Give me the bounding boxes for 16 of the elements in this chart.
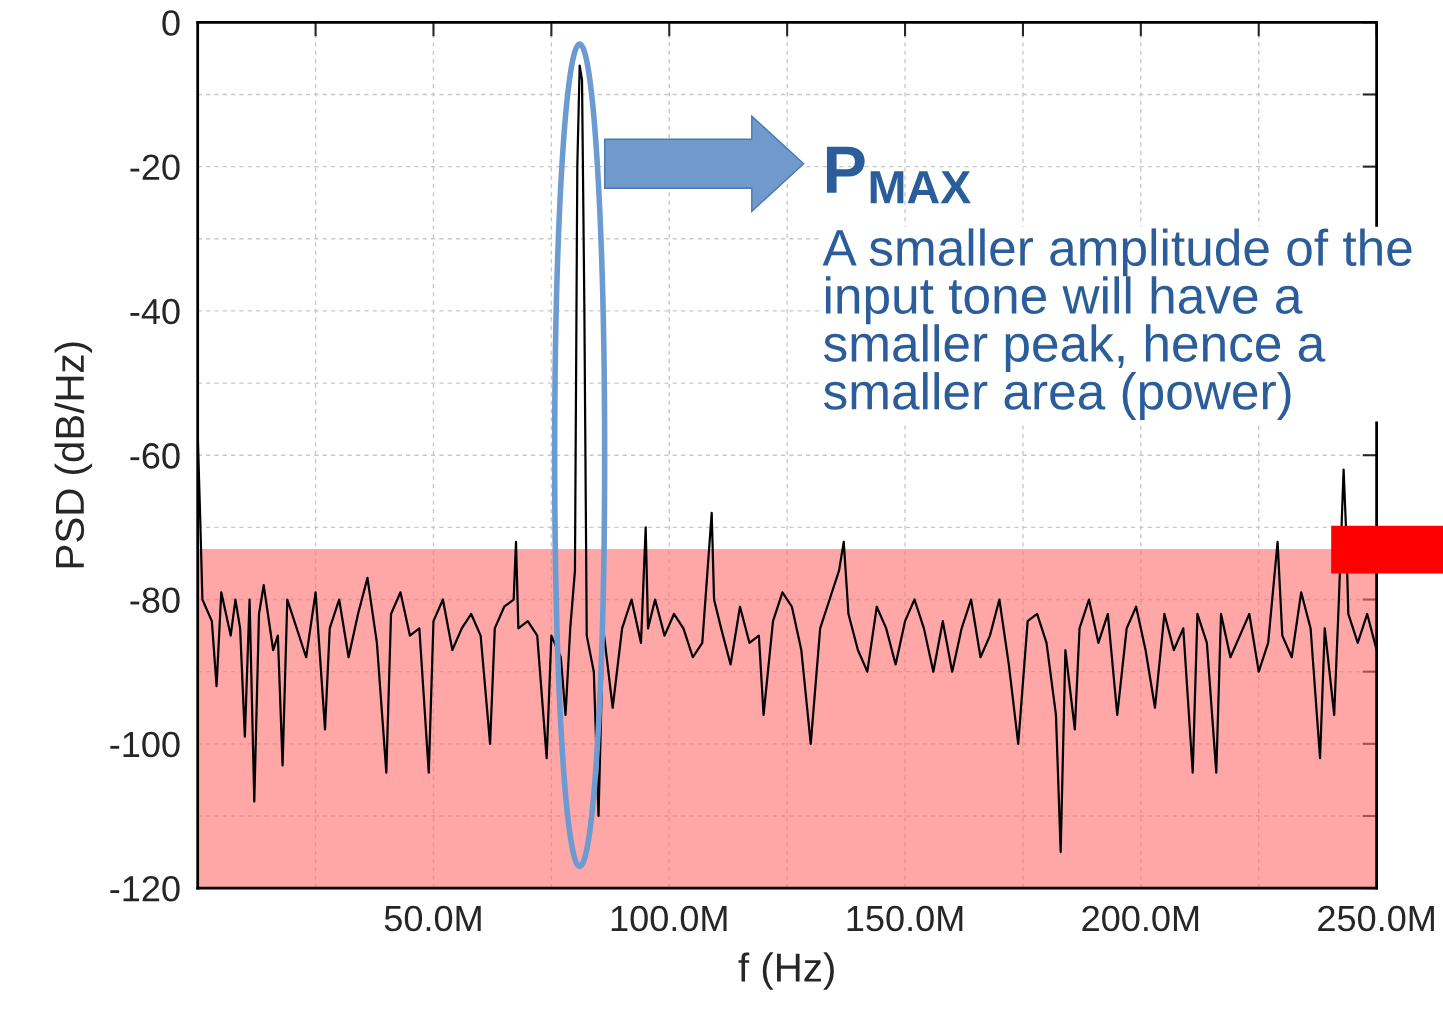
y-tick-label: -100 — [110, 731, 180, 758]
y-tick-label: -40 — [130, 298, 180, 325]
x-axis-title: f (Hz) — [738, 952, 834, 990]
x-tick-label: 50.0M — [384, 905, 481, 932]
y-tick-label: -120 — [110, 875, 180, 902]
annotation: P$_{MAX}$ — [826, 146, 971, 204]
x-tick-label: 250.0M — [1318, 905, 1434, 932]
y-tick-label: -20 — [130, 154, 180, 181]
y-tick-label: -80 — [130, 587, 180, 613]
y-tick-label: 0 — [162, 10, 180, 36]
y-axis-title: PSD (dB/Hz) — [54, 342, 93, 568]
x-tick-label: 200.0M — [1082, 905, 1199, 932]
x-tick-label: 150.0M — [847, 905, 963, 932]
x-tick-label: 100.0M — [611, 905, 727, 932]
y-tick-label: -60 — [130, 443, 180, 469]
annotation: A smaller amplitude of the input tone will have a smaller peak, hence a smaller area (power) — [822, 228, 1412, 420]
